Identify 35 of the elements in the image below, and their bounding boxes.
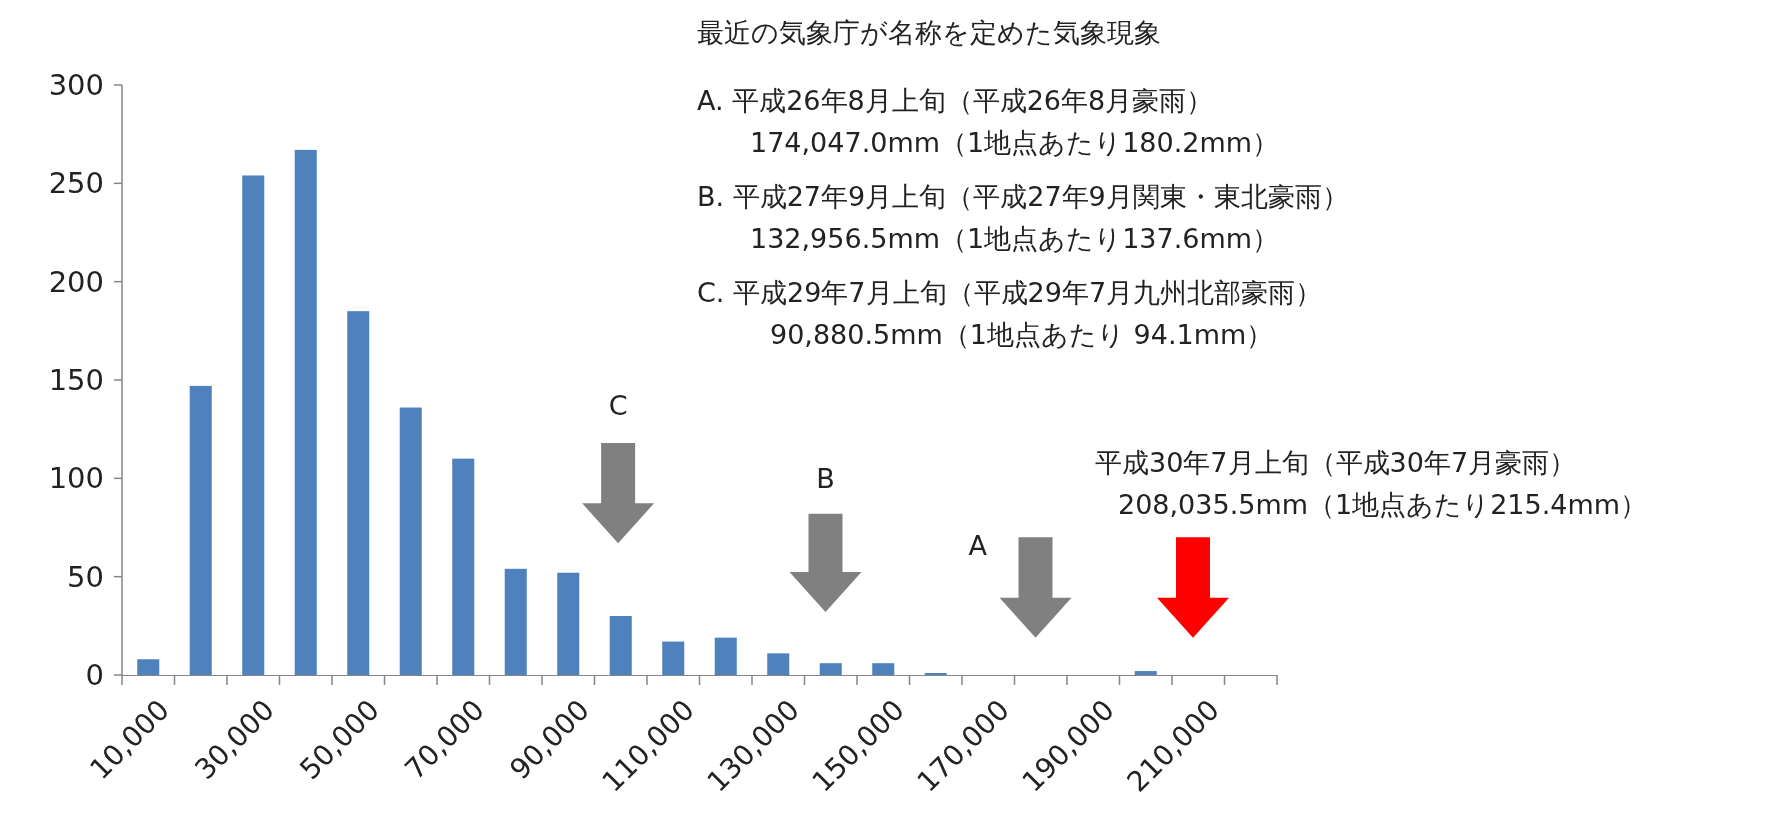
y-tick-label: 200 [48, 264, 104, 299]
annotation: 208,035.5mm（1地点あたり215.4mm） [1118, 488, 1648, 520]
bar [662, 641, 685, 675]
y-tick-label: 300 [48, 68, 104, 102]
bar [609, 616, 632, 675]
annotation: 90,880.5mm（1地点あたり 94.1mm） [770, 318, 1274, 350]
bar [504, 568, 527, 675]
bar [137, 659, 160, 675]
annotation: A [968, 529, 988, 561]
bar [1134, 671, 1157, 675]
bar [399, 407, 422, 675]
bar [452, 458, 475, 675]
bar [767, 653, 790, 675]
y-tick-label: 0 [85, 658, 104, 692]
annotation: B [816, 462, 835, 494]
annotation: 132,956.5mm（1地点あたり137.6mm） [750, 222, 1280, 254]
bar [347, 311, 370, 675]
bar [872, 663, 895, 675]
annotation: 平成30年7月上旬（平成30年7月豪雨） [1095, 446, 1577, 478]
y-tick-label: 150 [48, 363, 104, 397]
annotation: B. 平成27年9月上旬（平成27年9月関東・東北豪雨） [697, 180, 1349, 212]
bar [819, 663, 842, 675]
y-tick-label: 100 [48, 461, 104, 496]
y-tick-label: 50 [67, 559, 104, 594]
annotation: 174,047.0mm（1地点あたり180.2mm） [750, 126, 1280, 158]
annotation: C [608, 389, 628, 421]
bar [714, 637, 737, 675]
bar [557, 572, 580, 675]
bar [294, 149, 317, 675]
bar [189, 385, 212, 675]
bar [242, 175, 265, 675]
annotation: C. 平成29年7月上旬（平成29年7月九州北部豪雨） [697, 276, 1323, 308]
text: 最近の気象庁が名称を定めた気象現象 [697, 16, 1161, 48]
y-tick-label: 250 [48, 166, 104, 201]
annotation: A. 平成26年8月上旬（平成26年8月豪雨） [697, 84, 1214, 116]
